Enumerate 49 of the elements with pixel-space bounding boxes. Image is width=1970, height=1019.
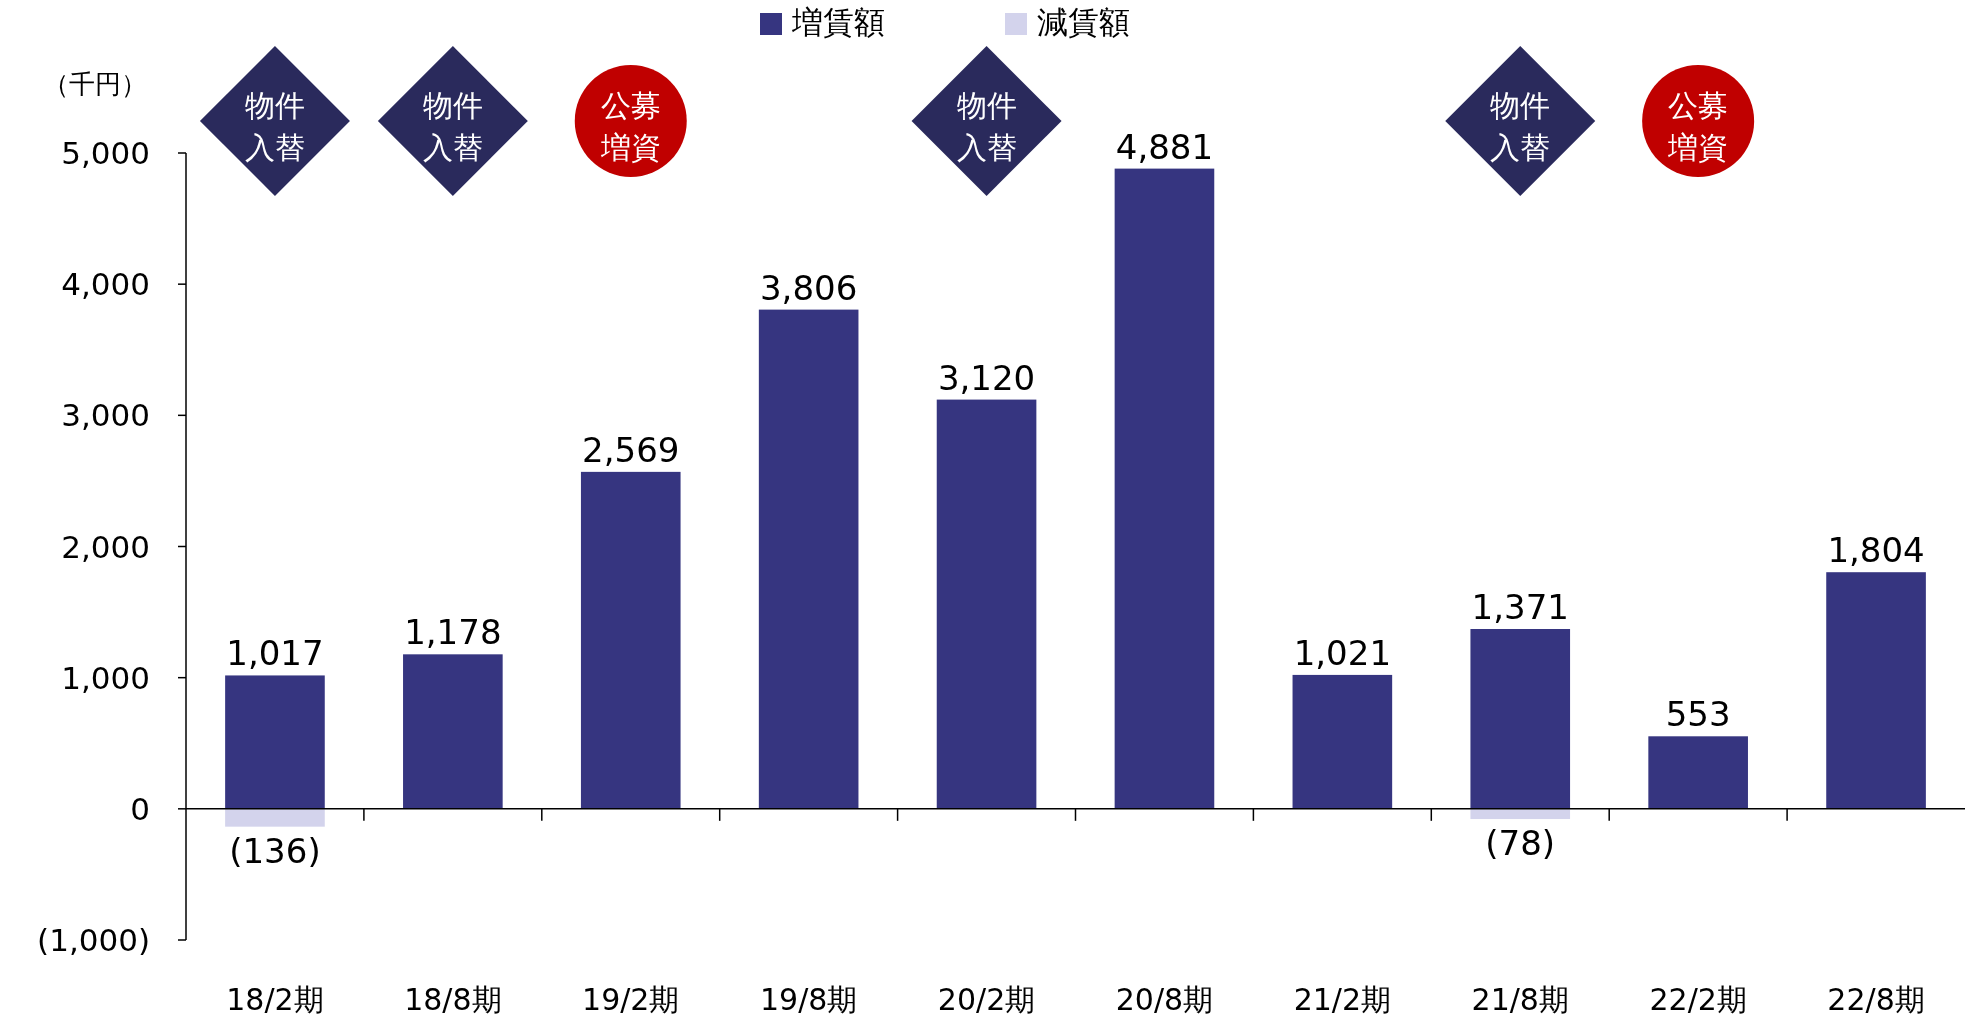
x-tick-label: 20/2期 — [937, 982, 1036, 1017]
data-label: 2,569 — [582, 429, 680, 470]
data-label: 1,178 — [404, 612, 502, 653]
data-label: 553 — [1665, 694, 1731, 735]
bar — [1114, 168, 1215, 809]
y-tick-label: 4,000 — [61, 266, 150, 303]
data-label: 3,120 — [937, 357, 1036, 398]
x-tick-label: 22/2期 — [1649, 982, 1747, 1017]
annotation: 公募増資 — [1667, 88, 1729, 165]
annotation: 物件入替 — [1490, 88, 1551, 165]
data-label: 4,881 — [1115, 126, 1214, 167]
bar — [758, 309, 859, 809]
data-label: (136) — [229, 830, 321, 871]
bar — [225, 808, 325, 827]
x-tick-label: 19/2期 — [582, 982, 680, 1017]
x-tick-label: 22/8期 — [1827, 982, 1925, 1017]
bar — [1470, 629, 1571, 809]
y-tick-label: 1,000 — [61, 659, 150, 696]
bar — [1648, 736, 1748, 809]
annotation: 公募増資 — [599, 88, 661, 165]
y-tick-label: 0 — [130, 790, 150, 827]
x-tick-label: 18/8期 — [404, 982, 502, 1017]
legend-label: 減賃額 — [1037, 4, 1130, 40]
data-label: 1,021 — [1293, 632, 1392, 673]
x-tick-label: 19/8期 — [759, 982, 858, 1017]
x-tick-label: 21/8期 — [1471, 982, 1569, 1017]
x-tick-label: 21/2期 — [1293, 982, 1392, 1017]
y-tick-label: 2,000 — [61, 528, 150, 565]
bar — [936, 399, 1037, 809]
x-tick-label: 18/2期 — [226, 982, 324, 1017]
data-label: 1,017 — [226, 633, 324, 674]
data-label: 1,371 — [1471, 587, 1569, 627]
y-tick-label: 5,000 — [61, 135, 150, 171]
annotation: 物件入替 — [422, 88, 483, 165]
data-label: (78) — [1485, 823, 1556, 864]
y-tick-label: 3,000 — [61, 397, 150, 434]
y-axis-title: （千円） — [43, 69, 147, 99]
bar — [1292, 674, 1393, 809]
bar — [225, 675, 325, 809]
y-tick-label: (1,000) — [37, 922, 150, 958]
bar — [403, 654, 503, 809]
data-label: 1,804 — [1827, 530, 1925, 571]
bar — [1826, 572, 1926, 809]
x-tick-label: 20/8期 — [1115, 982, 1214, 1017]
legend-label: 増賃額 — [791, 4, 885, 40]
data-label: 3,806 — [759, 267, 858, 308]
annotation: 物件入替 — [244, 88, 305, 165]
bar — [580, 471, 681, 809]
annotation: 物件入替 — [956, 88, 1017, 165]
